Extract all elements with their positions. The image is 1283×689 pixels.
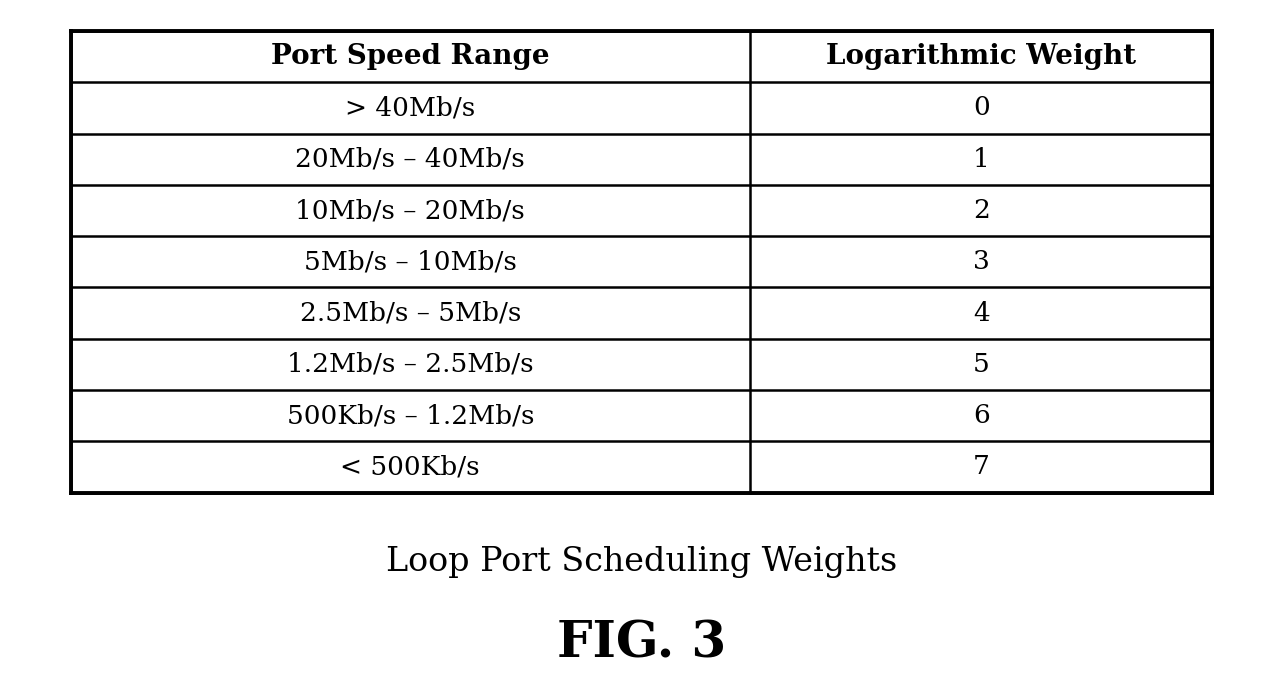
Text: > 40Mb/s: > 40Mb/s	[345, 96, 476, 121]
Text: 7: 7	[973, 455, 989, 480]
Text: 5Mb/s – 10Mb/s: 5Mb/s – 10Mb/s	[304, 249, 517, 274]
Text: < 500Kb/s: < 500Kb/s	[340, 455, 480, 480]
Text: 20Mb/s – 40Mb/s: 20Mb/s – 40Mb/s	[295, 147, 525, 172]
Text: Loop Port Scheduling Weights: Loop Port Scheduling Weights	[386, 546, 897, 577]
Text: 2: 2	[973, 198, 989, 223]
Text: 2.5Mb/s – 5Mb/s: 2.5Mb/s – 5Mb/s	[300, 300, 521, 326]
Text: Logarithmic Weight: Logarithmic Weight	[826, 43, 1137, 70]
Text: 10Mb/s – 20Mb/s: 10Mb/s – 20Mb/s	[295, 198, 525, 223]
Text: FIG. 3: FIG. 3	[557, 619, 726, 669]
Text: Port Speed Range: Port Speed Range	[271, 43, 549, 70]
Text: 3: 3	[973, 249, 989, 274]
Text: 4: 4	[973, 300, 989, 326]
Text: 1.2Mb/s – 2.5Mb/s: 1.2Mb/s – 2.5Mb/s	[287, 352, 534, 377]
Text: 1: 1	[973, 147, 989, 172]
Text: 500Kb/s – 1.2Mb/s: 500Kb/s – 1.2Mb/s	[286, 403, 534, 428]
Text: 5: 5	[973, 352, 989, 377]
Text: 0: 0	[973, 96, 989, 121]
Text: 6: 6	[973, 403, 989, 428]
